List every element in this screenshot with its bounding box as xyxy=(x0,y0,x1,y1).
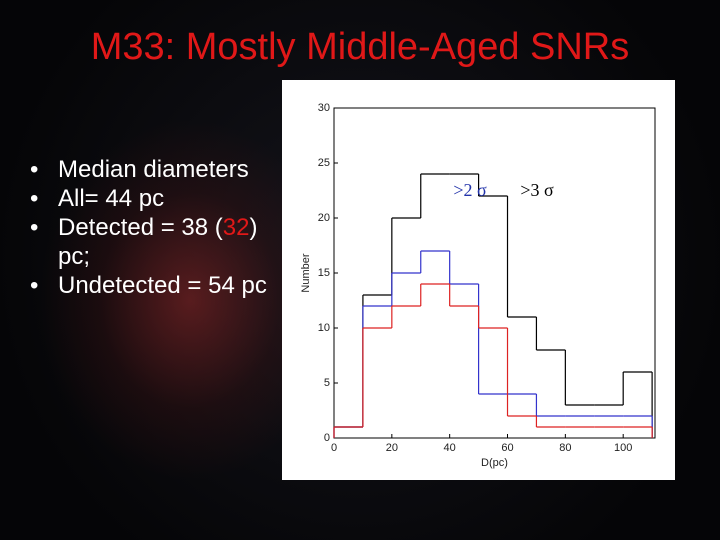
bullet: All= 44 pc xyxy=(28,184,278,213)
bullet-text: Median diameters xyxy=(58,156,249,183)
y-tick-label: 20 xyxy=(318,212,330,224)
x-tick-label: 60 xyxy=(501,442,513,454)
annotation: >2 σ xyxy=(453,180,487,200)
bullet: Detected = 38 (32) pc; xyxy=(28,213,278,271)
y-tick-label: 5 xyxy=(324,377,330,389)
x-axis-label: D(pc) xyxy=(481,457,508,469)
y-tick-label: 15 xyxy=(318,267,330,279)
bullet-list: Median diametersAll= 44 pcDetected = 38 … xyxy=(28,155,278,300)
bullet-text: Detected = 38 ( xyxy=(58,214,223,241)
y-tick-label: 0 xyxy=(324,432,330,444)
x-tick-label: 0 xyxy=(331,442,337,454)
bullet: Median diameters xyxy=(28,155,278,184)
bullet-text: All= 44 pc xyxy=(58,185,165,212)
chart: 0 5 10 15 20 25 30 0 20 40 60 80 100 D(pc) Number >2 σ >… xyxy=(282,80,675,480)
x-tick-label: 100 xyxy=(614,442,632,454)
x-tick-label: 20 xyxy=(386,442,398,454)
bullet-text: 32 xyxy=(222,214,250,241)
y-tick-label: 30 xyxy=(318,102,330,114)
y-tick-label: 10 xyxy=(318,322,330,334)
slide-title: M33: Mostly Middle-Aged SNRs xyxy=(90,26,630,68)
y-tick-label: 25 xyxy=(318,157,330,169)
x-tick-label: 80 xyxy=(559,442,571,454)
bullet-text: Undetected = 54 pc xyxy=(58,272,267,299)
x-tick-label: 40 xyxy=(444,442,456,454)
annotation: >3 σ xyxy=(520,180,554,200)
y-axis-label: Number xyxy=(300,253,312,292)
bullet: Undetected = 54 pc xyxy=(28,271,278,300)
bullet-text: ) pc; xyxy=(58,214,258,270)
chart-background xyxy=(282,80,675,480)
